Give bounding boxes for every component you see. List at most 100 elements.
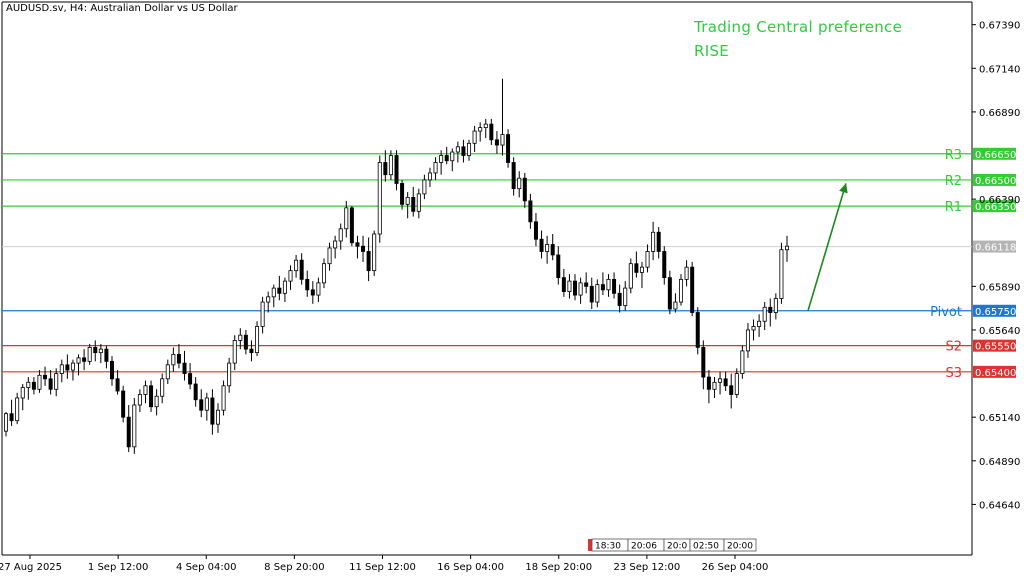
candle-body-up bbox=[628, 263, 633, 289]
pivot-levels: R3 0.66650 R2 0.66500 R1 0.66350 Pivot 0.65750 S… bbox=[2, 147, 1016, 381]
candle bbox=[745, 322, 750, 358]
symbol-title: AUDUSD.sv, H4: Australian Dollar vs US D… bbox=[6, 3, 238, 14]
candle-body-up bbox=[595, 284, 600, 303]
candle-body-up bbox=[165, 364, 170, 380]
candle-body-down bbox=[277, 287, 282, 294]
candle bbox=[355, 235, 360, 259]
x-tick-label: 18 Sep 20:00 bbox=[525, 562, 592, 573]
candle bbox=[416, 188, 421, 219]
candle-body-up bbox=[4, 413, 9, 432]
candle bbox=[176, 343, 181, 369]
candle bbox=[137, 389, 142, 412]
candle bbox=[478, 122, 483, 142]
candle-body-up bbox=[467, 142, 472, 156]
candle bbox=[321, 258, 326, 289]
candle bbox=[455, 141, 460, 163]
candle-body-up bbox=[154, 395, 159, 408]
candle-body-up bbox=[344, 207, 349, 230]
candle bbox=[238, 328, 243, 350]
forecast-arrow-layer bbox=[807, 183, 848, 312]
candle bbox=[712, 377, 717, 398]
candle bbox=[645, 244, 650, 273]
candle bbox=[76, 354, 81, 376]
candle bbox=[182, 350, 187, 381]
candle bbox=[249, 340, 254, 362]
level-price-tag-r1 bbox=[973, 200, 1016, 213]
candle bbox=[288, 265, 293, 290]
candle bbox=[639, 261, 644, 289]
candle bbox=[427, 167, 432, 187]
x-tick-label: 26 Sep 04:00 bbox=[702, 562, 769, 573]
timeline-label: 20:00 bbox=[727, 542, 753, 552]
candle bbox=[679, 274, 684, 306]
candle-body-up bbox=[684, 266, 689, 280]
candle bbox=[595, 279, 600, 308]
candle-body-down bbox=[528, 200, 533, 223]
candle-body-up bbox=[517, 177, 522, 190]
preference-direction: RISE bbox=[694, 42, 730, 60]
timeline-scroller[interactable]: 18:30 20:06 20:0 02:50 20:00 bbox=[588, 538, 757, 552]
y-tick-label: 0.64890 bbox=[979, 457, 1020, 468]
candle-body-up bbox=[160, 378, 165, 397]
candle-body-up bbox=[773, 298, 778, 313]
candle-body-up bbox=[578, 282, 583, 296]
candle-body-up bbox=[316, 282, 321, 296]
candle bbox=[199, 389, 204, 418]
candle bbox=[533, 213, 538, 247]
candle-body-down bbox=[506, 134, 511, 163]
candle bbox=[701, 340, 706, 390]
candle bbox=[372, 230, 377, 276]
candle-body-up bbox=[20, 387, 25, 399]
candle-body-up bbox=[54, 373, 59, 390]
y-tick-label: 0.66390 bbox=[979, 195, 1020, 206]
candle-body-down bbox=[305, 278, 310, 291]
candle-body-up bbox=[26, 381, 31, 388]
candle bbox=[567, 274, 572, 299]
candle-body-up bbox=[271, 287, 276, 298]
candle bbox=[550, 234, 555, 261]
x-tick-label: 1 Sep 12:00 bbox=[88, 562, 148, 573]
candle bbox=[255, 321, 260, 357]
candle bbox=[556, 246, 561, 285]
candle bbox=[444, 146, 449, 165]
level-label-s3: S3 bbox=[945, 366, 962, 381]
candle-body-up bbox=[745, 329, 750, 352]
candle-body-down bbox=[667, 277, 672, 310]
candle bbox=[377, 155, 382, 243]
candle-body-down bbox=[723, 378, 728, 387]
y-tick-label: 0.65890 bbox=[979, 282, 1020, 293]
candle-body-up bbox=[567, 280, 572, 292]
candle-body-down bbox=[706, 376, 711, 390]
candle bbox=[785, 235, 790, 262]
timeline-segment[interactable] bbox=[723, 538, 757, 552]
candle-body-up bbox=[679, 278, 684, 303]
candle bbox=[433, 157, 438, 180]
candle bbox=[539, 230, 544, 259]
candle-body-up bbox=[500, 134, 505, 146]
candle bbox=[751, 319, 756, 341]
candle bbox=[706, 370, 711, 404]
candle-body-down bbox=[584, 282, 589, 287]
candle bbox=[578, 277, 583, 304]
candle-body-up bbox=[388, 155, 393, 176]
candle-body-down bbox=[299, 259, 304, 280]
candle-body-down bbox=[366, 251, 371, 272]
candle bbox=[467, 139, 472, 161]
candle-body-down bbox=[494, 139, 499, 146]
timeline-label: 02:50 bbox=[693, 542, 719, 552]
candle bbox=[528, 193, 533, 229]
candle bbox=[115, 370, 120, 395]
candle bbox=[65, 354, 70, 379]
candle-body-up bbox=[785, 245, 790, 251]
candle bbox=[165, 359, 170, 385]
candle bbox=[779, 242, 784, 304]
candle-body-down bbox=[589, 285, 594, 303]
candle bbox=[617, 284, 622, 313]
candle bbox=[204, 392, 209, 421]
candle bbox=[673, 293, 678, 313]
candle bbox=[439, 150, 444, 175]
level-price-r2: 0.66500 bbox=[975, 176, 1016, 187]
level-price-tag-r2 bbox=[973, 173, 1016, 186]
candle-body-up bbox=[751, 326, 756, 331]
